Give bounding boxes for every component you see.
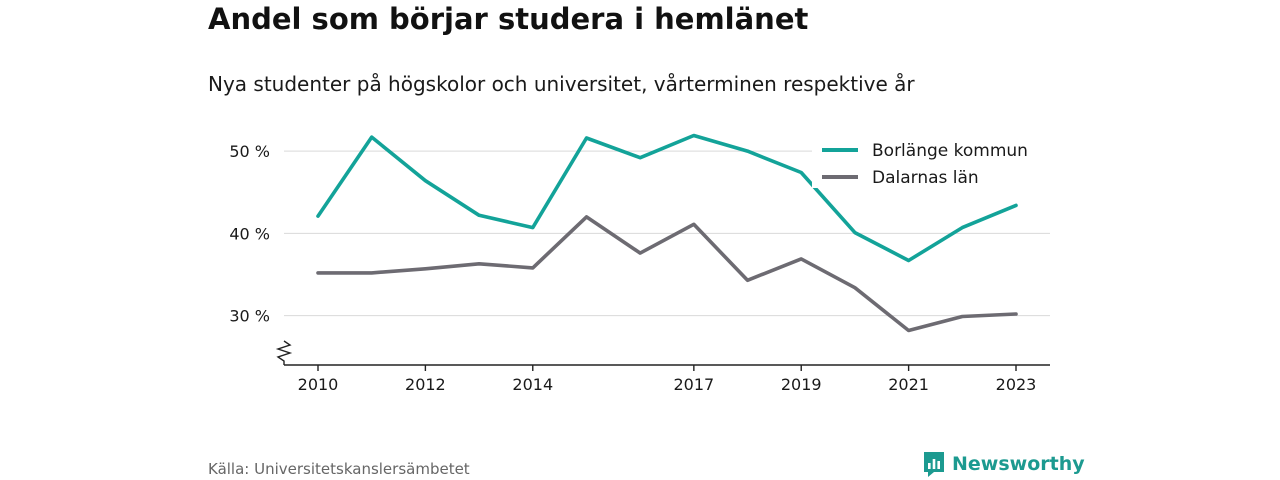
chart-title: Andel som börjar studera i hemlänet [208,2,809,36]
legend-label-dalarna: Dalarnas län [872,168,979,188]
newsworthy-logo-icon [924,452,944,477]
x-tick-label: 2014 [512,375,553,394]
legend-background [812,136,1064,188]
x-tick-label: 2010 [298,375,339,394]
y-tick-label: 40 % [229,224,270,243]
x-tick-label: 2023 [996,375,1037,394]
chart-subtitle: Nya studenter på högskolor och universit… [208,72,915,96]
series-line-dalarna [316,215,1018,333]
y-tick-label: 30 % [229,307,270,326]
brand-name: Newsworthy [952,453,1085,475]
series-lines [316,133,1018,333]
x-tick-label: 2019 [781,375,822,394]
legend: Borlänge kommun Dalarnas län [812,136,1064,188]
source-note: Källa: Universitetskanslersämbetet [208,460,470,478]
x-tick-label: 2017 [673,375,714,394]
axis-break-icon [275,340,293,365]
series-line-borlange [316,133,1018,263]
brand-logo: Newsworthy [922,450,1085,478]
x-tick-label: 2012 [405,375,446,394]
x-tick-label: 2021 [888,375,929,394]
legend-label-borlange: Borlänge kommun [872,141,1028,161]
y-tick-label: 50 % [229,142,270,161]
y-axis-ticks: 30 % 40 % 50 % [229,142,270,326]
x-axis-ticks: 2010 2012 2014 2017 2019 2021 2023 [298,365,1037,394]
